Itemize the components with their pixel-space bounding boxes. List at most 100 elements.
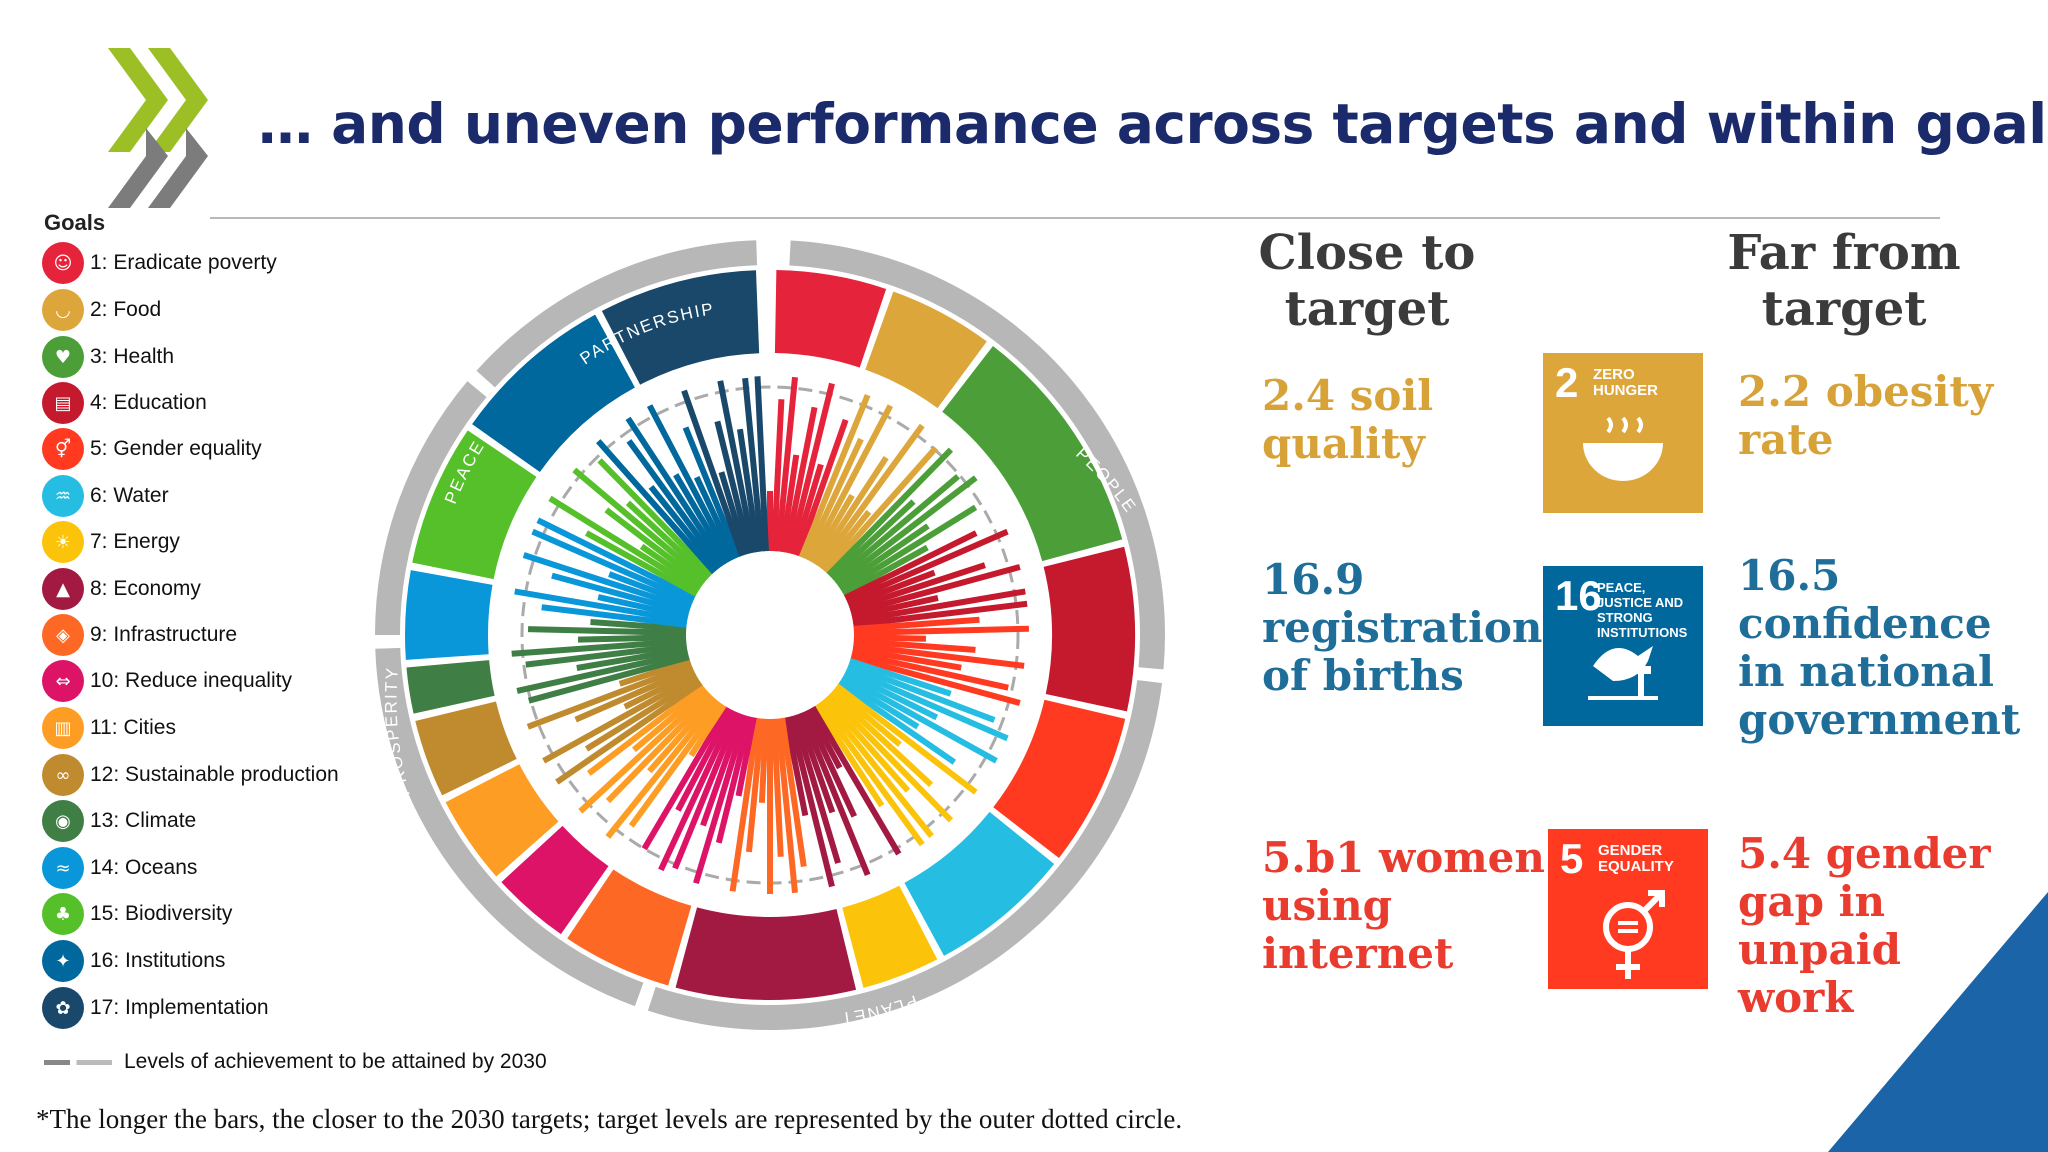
legend-item-energy: ☀ 7: Energy: [42, 521, 180, 563]
target-bar: [816, 701, 925, 847]
tile-number: 2: [1555, 359, 1579, 406]
target-bar: [813, 703, 885, 808]
sdg-wheel: PARTNERSHIP PEACE PEOPLE PROSPERITY PLAN…: [375, 240, 1165, 1030]
target-bar: [576, 646, 688, 671]
target-bar: [715, 715, 753, 844]
target-bar: [791, 463, 824, 556]
target-bar: [839, 504, 978, 594]
sdg-tile-zero-hunger: 2 Zero hunger: [1543, 353, 1703, 513]
target-bars: [511, 376, 1029, 894]
target-bar: [851, 650, 1009, 691]
goal-segment: [405, 570, 493, 660]
outer-ring: [375, 240, 1165, 1030]
target-bar: [693, 714, 749, 885]
goal-segment: [942, 346, 1123, 562]
target-bar: [688, 703, 727, 758]
target-bar: [834, 683, 978, 795]
legend-item-poverty: ☺ 1: Eradicate poverty: [42, 242, 277, 284]
close-item-food: 2.4 soil quality: [1262, 371, 1434, 468]
legend-item-gender: ⚥ 5: Gender equality: [42, 428, 262, 470]
legend-item-food: ◡ 2: Food: [42, 289, 162, 331]
goal-segment: [445, 764, 559, 877]
goal-segment: [675, 907, 857, 1001]
target-bar: [809, 493, 855, 565]
target-bar: [577, 634, 687, 643]
target-bar: [672, 711, 742, 870]
target-bar: [587, 683, 706, 776]
target-bar: [597, 594, 689, 620]
heartbeat-icon: ♥: [42, 336, 84, 378]
legend-label: 11: Cities: [90, 716, 176, 739]
target-bar: [682, 426, 742, 559]
target-bar: [823, 695, 911, 793]
target-bar: [605, 698, 720, 839]
wheel-center: [688, 553, 852, 717]
corner-decoration: [1828, 892, 2048, 1152]
target-bar: [853, 616, 980, 632]
target-bar: [596, 439, 717, 575]
target-bar: [820, 698, 934, 839]
target-bar: [658, 709, 738, 872]
target-bar: [848, 562, 986, 612]
bowl-icon: [1583, 416, 1663, 481]
dashed-line-swatch: [44, 1059, 112, 1065]
legend-label: 2: Food: [90, 298, 162, 321]
target-bar: [673, 473, 731, 565]
target-bar: [572, 467, 708, 584]
target-bar: [853, 634, 927, 642]
target-bar: [514, 588, 688, 624]
tile-caption: Gender equality: [1598, 842, 1674, 875]
target-bar: [742, 377, 765, 552]
goal-segment: [472, 314, 635, 473]
target-bar: [783, 406, 818, 554]
goal-segment: [412, 430, 537, 580]
legend-label: 13: Climate: [90, 809, 197, 832]
close-to-target-heading: Close to target: [1258, 225, 1476, 337]
target-bar: [795, 418, 849, 557]
buildings-icon: ▥: [42, 707, 84, 749]
target-bar: [578, 690, 711, 814]
target-bar: [829, 499, 916, 580]
growth-chart-icon: ▲: [42, 568, 84, 610]
legend-title: Goals: [44, 210, 106, 235]
target-bar: [718, 471, 749, 556]
cubes-icon: ◈: [42, 614, 84, 656]
legend-label: 10: Reduce inequality: [90, 669, 292, 692]
far-item-institutions: 16.5 confidence in national government: [1738, 551, 2021, 744]
target-bar: [625, 500, 711, 580]
target-bar: [626, 439, 724, 569]
far-item-food: 2.2 obesity rate: [1738, 367, 1994, 464]
tile-number: 5: [1560, 835, 1584, 882]
goal-segment: [993, 699, 1126, 858]
target-bar: [604, 507, 706, 587]
target-bar: [841, 544, 929, 597]
ring-group: [476, 240, 758, 388]
tile-number: 16: [1555, 572, 1602, 619]
legend-item-biodiversity: ♣ 15: Biodiversity: [42, 893, 232, 935]
legend-label: 17: Implementation: [90, 996, 269, 1019]
target-bar: [837, 523, 930, 590]
target-bar: [736, 428, 761, 553]
gender-icon: ⚥: [42, 428, 84, 470]
target-bar: [837, 680, 957, 765]
target-bar: [641, 705, 731, 851]
target-bar: [834, 475, 978, 587]
target-bar: [850, 564, 1021, 616]
target-bar: [714, 420, 753, 555]
target-bar: [775, 718, 798, 894]
target-bar: [853, 642, 1025, 669]
target-bar: [779, 717, 807, 867]
target-bar: [809, 705, 902, 856]
tile-caption: Peace, justice and strong institutions: [1597, 580, 1688, 640]
target-bar: [851, 594, 939, 620]
legend-label: 1: Eradicate poverty: [90, 251, 277, 274]
target-bar: [839, 676, 920, 730]
legend-item-health: ♥ 3: Health: [42, 336, 174, 378]
target-bar: [584, 676, 701, 752]
target-level-legend: Levels of achievement to be attained by …: [44, 1050, 547, 1074]
target-bar: [536, 517, 697, 601]
target-bar: [783, 716, 809, 817]
infinity-icon: ∞: [42, 754, 84, 796]
target-bar: [798, 711, 871, 877]
target-bar: [618, 658, 692, 687]
